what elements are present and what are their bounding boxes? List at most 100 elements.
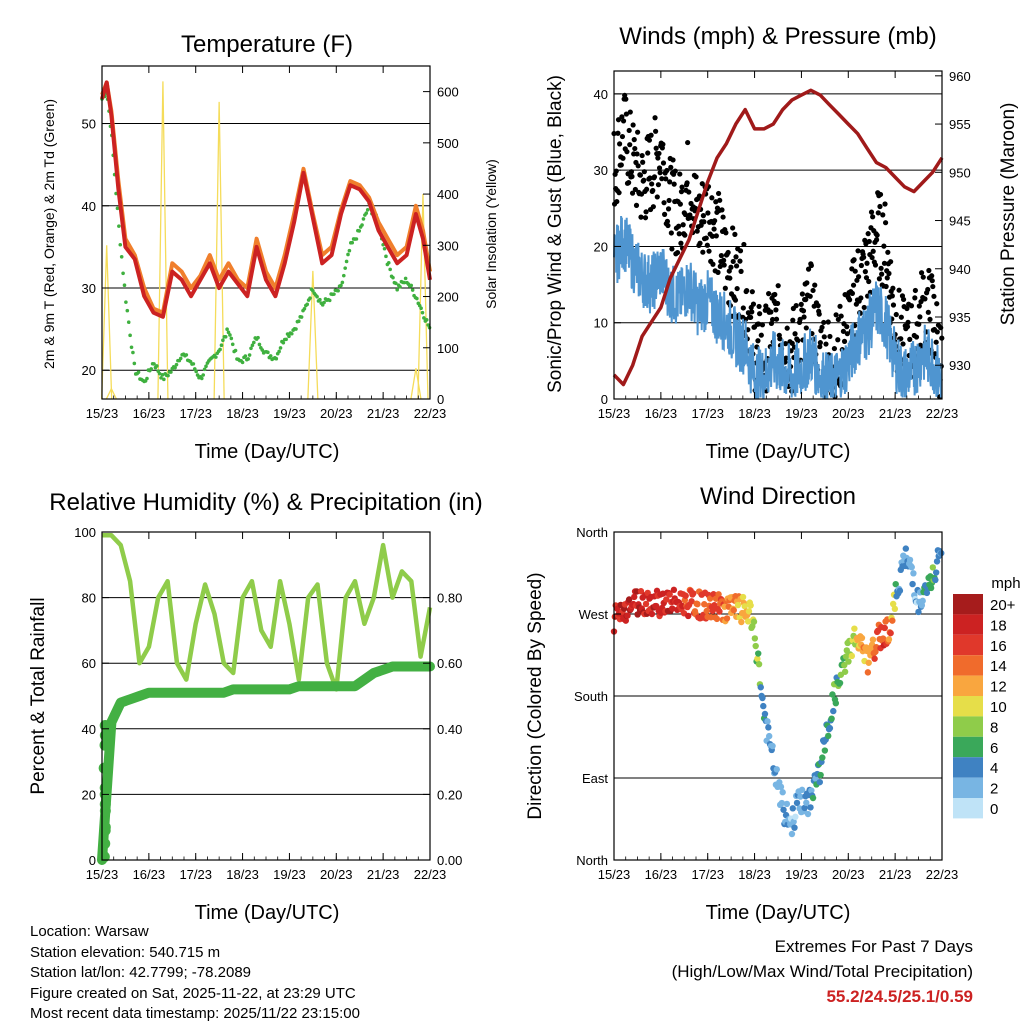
direction-point	[803, 799, 810, 807]
dewpoint-point	[178, 356, 183, 361]
recent-data-timestamp: Most recent data timestamp: 2025/11/22 2…	[30, 1005, 360, 1022]
direction-point	[830, 707, 837, 715]
direction-point	[885, 636, 893, 643]
legend-swatch	[953, 634, 983, 656]
gust-point	[674, 249, 681, 256]
gust-point	[865, 231, 871, 237]
dewpoint-point	[395, 287, 400, 292]
gust-point	[717, 197, 723, 203]
direction-point	[919, 597, 926, 605]
legend-swatch	[953, 675, 983, 696]
dewpoint-point	[277, 349, 281, 354]
dewpoint-point	[364, 211, 369, 215]
x-tick-label: 17/23	[179, 867, 212, 882]
dewpoint-point	[184, 353, 189, 357]
x-tick-label: 18/23	[226, 867, 259, 882]
gust-point	[742, 316, 749, 322]
temperature-ylabel-right: Solar Insolation (Yellow)	[483, 159, 499, 309]
direction-point	[871, 655, 878, 662]
gust-point	[807, 293, 813, 299]
x-tick-label: 19/23	[273, 406, 306, 421]
y-tick-label: South	[574, 689, 608, 704]
dewpoint-point	[246, 357, 250, 361]
direction-point	[715, 591, 722, 598]
y-tick-label-right: 950	[949, 165, 971, 180]
dewpoint-point	[336, 288, 340, 293]
gust-point	[623, 96, 629, 102]
gust-point	[719, 207, 725, 213]
gust-point	[646, 137, 653, 143]
gust-point	[638, 214, 644, 220]
gust-point	[655, 182, 662, 188]
dewpoint-point	[384, 254, 388, 259]
direction-point	[723, 615, 731, 622]
direction-point	[783, 800, 791, 808]
direction-point	[706, 595, 714, 602]
gust-point	[874, 232, 880, 238]
legend-swatch	[953, 757, 983, 778]
direction-point	[807, 804, 814, 811]
x-tick-label: 20/23	[832, 867, 865, 882]
gust-point	[838, 313, 844, 319]
gust-point	[916, 303, 922, 309]
gust-point	[677, 201, 683, 207]
gust-point	[623, 111, 629, 117]
gust-point	[912, 295, 918, 301]
direction-point	[765, 732, 773, 740]
direction-point	[777, 783, 785, 791]
direction-point	[652, 602, 660, 610]
dewpoint-point	[281, 341, 286, 345]
dewpoint-point	[202, 367, 207, 372]
gust-point	[821, 319, 827, 326]
gust-point	[672, 168, 678, 174]
x-tick-label: 18/23	[738, 406, 771, 421]
x-tick-label: 21/23	[879, 406, 912, 421]
gust-point	[912, 287, 918, 294]
direction-point	[910, 570, 917, 577]
gust-point	[626, 180, 632, 186]
gust-point	[816, 311, 822, 317]
dewpoint-point	[410, 288, 415, 292]
dewpoint-point	[155, 364, 159, 368]
direction-point	[750, 618, 758, 625]
gust-point	[815, 303, 821, 309]
gust-point	[635, 129, 641, 135]
y-tick-label-right: 300	[437, 238, 459, 253]
direction-point	[716, 608, 723, 615]
gust-point	[849, 290, 856, 296]
y-tick-label-right: 940	[949, 262, 971, 277]
gust-point	[819, 324, 825, 330]
solar-spike	[307, 270, 319, 400]
gust-point	[812, 282, 818, 288]
gust-point	[803, 325, 809, 331]
winds-y-ticks-right: 930 935 940 945 950 955 960	[935, 69, 971, 373]
direction-title: Wind Direction	[700, 483, 856, 510]
gust-point	[663, 176, 669, 182]
direction-point	[879, 635, 887, 642]
gust-point	[795, 338, 801, 344]
temperature-y-ticks: 20 30 40 50	[82, 117, 109, 378]
dewpoint-point	[214, 355, 218, 359]
gust-point	[633, 202, 640, 208]
winds-y-ticks: 0 10 20 30 40	[594, 87, 621, 407]
gust-point	[721, 262, 727, 268]
x-tick-label: 19/23	[785, 406, 818, 421]
x-tick-label: 17/23	[691, 867, 724, 882]
temperature-xlabel: Time (Day/UTC)	[195, 441, 340, 463]
humidity-title: Relative Humidity (%) & Precipitation (i…	[49, 489, 482, 516]
gust-point	[730, 258, 736, 265]
y-tick-label: 20	[82, 787, 96, 802]
dewpoint-point	[225, 327, 229, 331]
gust-point	[840, 328, 847, 334]
gust-point	[678, 240, 684, 246]
gust-point	[850, 282, 857, 288]
dewpoint-point	[119, 254, 124, 259]
dewpoint-point	[240, 360, 245, 365]
gust-point	[710, 261, 716, 267]
gust-point	[876, 276, 882, 282]
dewpoint-point	[315, 294, 319, 299]
dewpoint-point	[294, 327, 298, 331]
direction-point	[738, 618, 745, 626]
humidity-y-ticks-right: 0.00 0.20 0.40 0.60 0.80	[423, 591, 462, 868]
extremes-subtitle: (High/Low/Max Wind/Total Precipitation)	[671, 962, 973, 981]
